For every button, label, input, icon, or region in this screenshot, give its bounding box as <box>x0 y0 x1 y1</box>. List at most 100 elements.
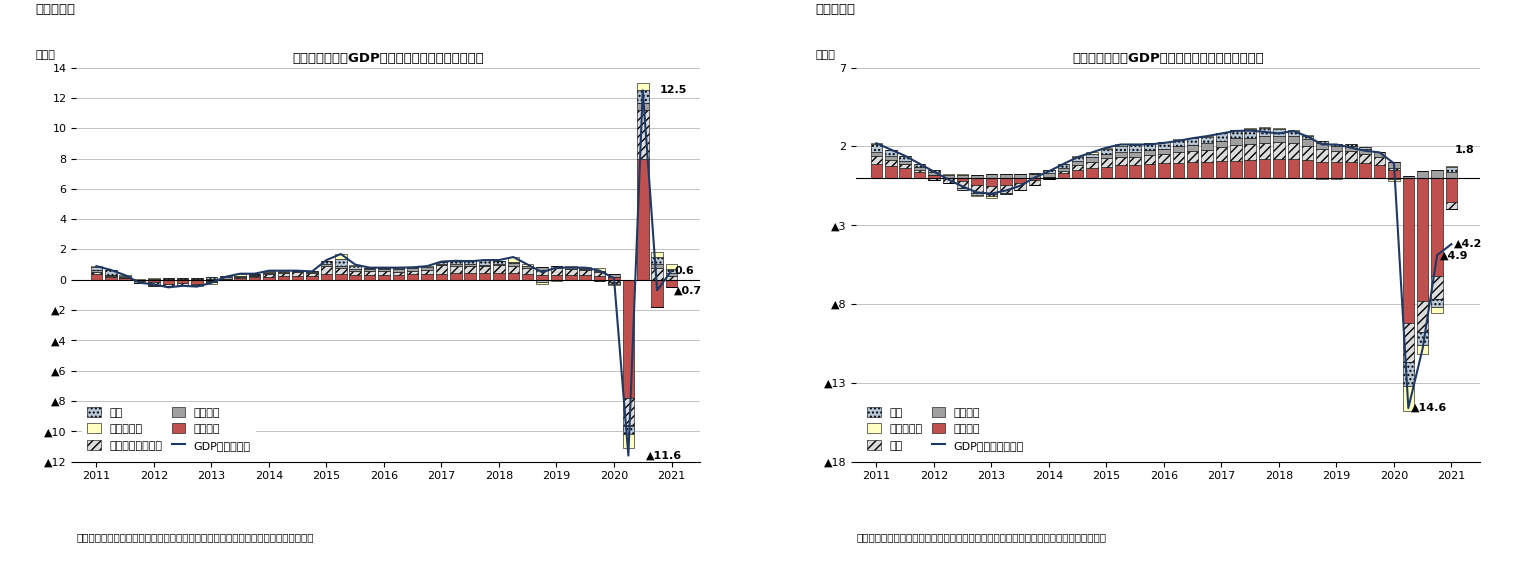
Bar <box>436 274 447 280</box>
Bar <box>1389 169 1399 178</box>
Bar <box>392 268 404 269</box>
Bar <box>1317 178 1328 179</box>
Bar <box>971 193 983 195</box>
Bar <box>1360 154 1370 163</box>
Bar <box>119 278 131 280</box>
Bar <box>450 274 461 280</box>
Bar <box>623 398 635 425</box>
Bar <box>262 274 275 277</box>
Bar <box>493 261 505 263</box>
Bar <box>1000 178 1012 185</box>
Bar <box>1116 144 1126 146</box>
Bar <box>392 269 404 271</box>
Bar <box>1216 141 1227 148</box>
Text: ▲4.9: ▲4.9 <box>1441 250 1468 260</box>
Bar <box>580 275 591 280</box>
Bar <box>235 276 246 277</box>
Bar <box>551 280 562 281</box>
Bar <box>262 273 275 274</box>
Bar <box>1015 183 1025 190</box>
Bar <box>119 277 131 278</box>
Bar <box>336 258 346 266</box>
Bar <box>665 264 678 269</box>
Bar <box>652 264 662 269</box>
Text: ▲14.6: ▲14.6 <box>1412 403 1448 413</box>
Bar <box>1331 144 1343 146</box>
Bar <box>90 274 102 280</box>
Bar <box>278 272 288 273</box>
Bar <box>1244 129 1256 137</box>
Title: ユーロ圈の実質GDP成長率（需要項目別寄与度）: ユーロ圈の実質GDP成長率（需要項目別寄与度） <box>293 52 484 65</box>
Bar <box>1373 165 1386 178</box>
Bar <box>1373 152 1386 157</box>
Bar <box>1344 163 1357 178</box>
Bar <box>105 276 116 277</box>
Bar <box>1431 300 1444 307</box>
Bar <box>1216 133 1227 141</box>
Bar <box>928 172 940 175</box>
Bar <box>320 274 333 280</box>
Bar <box>191 285 203 286</box>
Bar <box>508 262 519 263</box>
Bar <box>407 267 418 269</box>
Bar <box>1100 154 1112 158</box>
Bar <box>262 277 275 280</box>
Bar <box>1445 202 1457 209</box>
Bar <box>885 157 896 160</box>
Bar <box>594 271 606 272</box>
Bar <box>1144 155 1155 164</box>
Bar <box>1158 142 1169 149</box>
Bar <box>522 274 534 280</box>
Bar <box>914 171 925 172</box>
Bar <box>1418 301 1428 332</box>
Text: ▲11.6: ▲11.6 <box>645 450 682 461</box>
Bar <box>1244 137 1256 144</box>
Bar <box>1015 178 1025 183</box>
Bar <box>1402 323 1415 363</box>
Bar <box>407 271 418 274</box>
Bar <box>1273 136 1285 142</box>
Bar <box>105 277 116 280</box>
Bar <box>464 274 476 280</box>
Bar <box>1344 151 1357 163</box>
Bar <box>479 266 490 274</box>
Bar <box>522 264 534 266</box>
Bar <box>1071 160 1083 164</box>
Bar <box>1273 129 1285 136</box>
Bar <box>1116 157 1126 165</box>
Bar <box>249 278 261 280</box>
Bar <box>235 278 246 280</box>
Bar <box>986 186 996 194</box>
Bar <box>1058 171 1070 173</box>
Bar <box>206 280 217 282</box>
Bar <box>1317 141 1328 144</box>
Bar <box>551 266 562 267</box>
Bar <box>899 168 911 178</box>
Bar <box>421 267 433 270</box>
Bar <box>291 271 304 272</box>
Bar <box>957 181 969 188</box>
Bar <box>191 284 203 285</box>
Legend: 外需, 在庫変動等, 投資（在庫除く）, 政府消費, 個人消費, GDP（前期比）: 外需, 在庫変動等, 投資（在庫除く）, 政府消費, 個人消費, GDP（前期比… <box>82 401 256 456</box>
Text: （％）: （％） <box>816 50 836 60</box>
Bar <box>1087 153 1097 154</box>
Bar <box>320 265 333 266</box>
Bar <box>1302 139 1314 146</box>
Text: （注）季節調整値、寄与度は前年同期比伸び率に対する寄与度で最新四半期のデータなし: （注）季節調整値、寄与度は前年同期比伸び率に対する寄与度で最新四半期のデータなし <box>856 533 1106 543</box>
Bar <box>349 265 362 266</box>
Bar <box>623 425 635 427</box>
Bar <box>914 172 925 178</box>
Bar <box>1100 148 1112 149</box>
Bar <box>1402 386 1415 411</box>
Bar <box>1144 150 1155 155</box>
Bar <box>1230 130 1242 138</box>
Bar <box>1187 162 1198 178</box>
Bar <box>636 83 649 90</box>
Bar <box>1071 164 1083 169</box>
Bar <box>1431 178 1444 276</box>
Bar <box>1029 175 1041 178</box>
Bar <box>1230 160 1242 178</box>
Bar <box>1288 136 1299 142</box>
Bar <box>508 257 519 262</box>
Bar <box>1029 173 1041 175</box>
